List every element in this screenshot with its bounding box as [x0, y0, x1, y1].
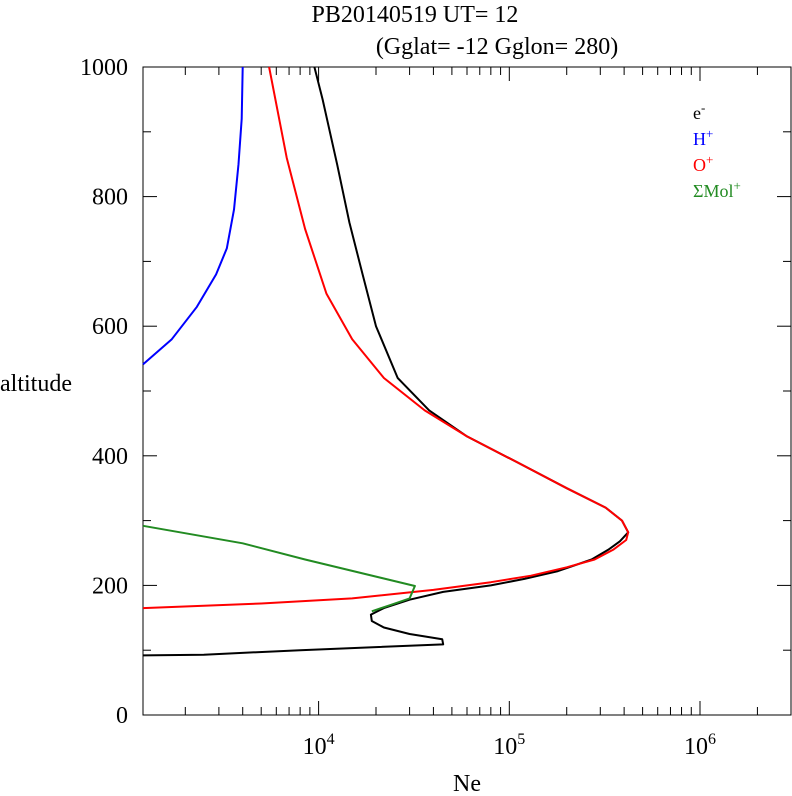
- y-tick-label: 1000: [80, 55, 128, 81]
- x-tick-label: 106: [684, 731, 716, 760]
- x-tick-label: 104: [303, 731, 335, 760]
- x-axis-ticks: [184, 67, 792, 715]
- series-line-h: [142, 66, 244, 366]
- legend-item-mol: ΣMol+: [693, 178, 741, 201]
- legend-item-e: e-: [693, 100, 705, 123]
- y-tick-label: 200: [92, 573, 128, 599]
- series-line-mol: [142, 524, 416, 613]
- y-tick-label: 0: [116, 703, 128, 729]
- legend-item-o: O+: [693, 152, 713, 175]
- legend: e- H+ O+ ΣMol+: [693, 100, 741, 201]
- series-line-o: [142, 66, 630, 610]
- x-axis-tick-labels: 104 105 106: [303, 731, 716, 760]
- y-axis-tick-labels: 0 200 400 600 800 1000: [80, 55, 128, 729]
- x-tick-label: 105: [493, 731, 525, 760]
- x-axis-label: Ne: [453, 771, 481, 796]
- y-tick-label: 800: [92, 185, 128, 211]
- y-axis-ticks: [143, 66, 791, 716]
- chart-subtitle: (Gglat= -12 Gglon= 280): [376, 34, 618, 60]
- series-lines: [142, 66, 630, 657]
- chart-title: PB20140519 UT= 12: [312, 2, 519, 28]
- y-tick-label: 400: [92, 444, 128, 470]
- series-line-e: [142, 66, 630, 657]
- y-tick-label: 600: [92, 314, 128, 340]
- legend-item-h: H+: [693, 126, 713, 149]
- y-axis-label: altitude: [0, 371, 72, 397]
